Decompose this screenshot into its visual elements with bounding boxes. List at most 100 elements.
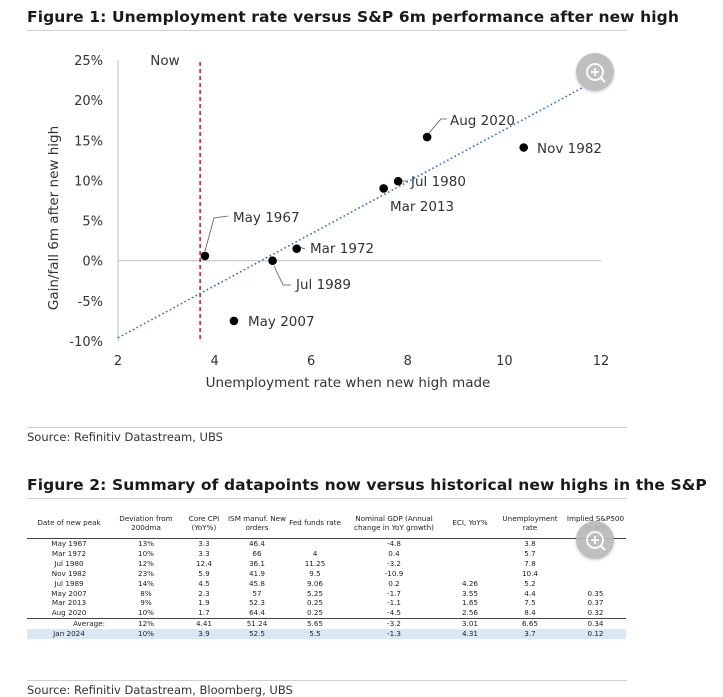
- table-cell: 12%: [138, 558, 154, 568]
- table-cell: 14%: [138, 578, 154, 588]
- table-cell: -1.1: [386, 598, 402, 608]
- table-cell: -4.8: [386, 539, 402, 548]
- table-cell: 51.24: [227, 618, 287, 630]
- table-cell: 11.25: [304, 558, 326, 568]
- table-zoom-button[interactable]: [576, 521, 614, 559]
- table-header-cell: Deviation from 200dma: [111, 508, 181, 539]
- x-axis-label: Unemployment rate when new high made: [206, 375, 491, 391]
- figure2-title: Figure 2: Summary of datapoints now vers…: [27, 476, 707, 494]
- table-cell: May 1967: [51, 539, 87, 548]
- y-tick-label: 25%: [74, 54, 103, 69]
- table-cell: 57: [252, 588, 262, 598]
- table-cell: Jul 1980: [54, 558, 84, 568]
- x-tick-label: 12: [593, 354, 610, 369]
- table-cell: -4.5: [386, 608, 402, 618]
- table-cell: 5.25: [306, 588, 323, 598]
- table-cell: Aug 2020: [51, 608, 87, 618]
- y-tick-label: 15%: [74, 134, 103, 149]
- data-point: [393, 176, 403, 186]
- table-header-row: Date of new peak Deviation from 200dma Cor…: [27, 508, 626, 539]
- zoom-button[interactable]: [576, 53, 614, 91]
- table-cell: 3.3: [198, 548, 210, 558]
- table-cell: 45.8: [248, 578, 265, 588]
- table-cell: 10%: [111, 629, 181, 640]
- table-cell: 23%: [138, 568, 154, 578]
- y-axis-label: Gain/fall 6m after new high: [46, 126, 62, 310]
- table-cell: 0.12: [565, 629, 626, 640]
- table-cell: 0.4: [388, 548, 400, 558]
- table-cell: [445, 569, 495, 579]
- now-label: Now: [150, 53, 179, 69]
- table-cell: 7.8: [524, 558, 536, 568]
- point-label: Aug 2020: [450, 113, 515, 129]
- table-cell: 52.5: [227, 629, 287, 640]
- table-cell: [565, 559, 626, 569]
- data-point: [519, 143, 529, 152]
- table-cell: 5.2: [524, 578, 536, 588]
- now-line: Now: [150, 53, 201, 341]
- table-cell: [565, 579, 626, 589]
- table-cell: 4: [312, 548, 318, 558]
- table-cell: Nov 1982: [51, 568, 87, 578]
- table-cell: 2.56: [461, 608, 478, 618]
- table-cell: 66: [252, 548, 262, 558]
- table-row: May 1967 13% 3.3 46.4 -4.8 3.8: [27, 539, 626, 549]
- y-tick-label: 5%: [82, 215, 103, 230]
- x-tick-label: 6: [307, 354, 315, 369]
- table-cell: Average:: [27, 618, 111, 630]
- table-row: Aug 2020 10% 1.7 64.4 0.25 -4.5 2.56 8.4 0.32: [27, 608, 626, 618]
- table-cell: -1.3: [343, 629, 445, 640]
- scatter-chart: 25% 20% 15% 10% 5% 0% -5% -10% 2 4 6 8 10 12 Now May …: [46, 53, 610, 391]
- table-cell: 7.5: [524, 598, 536, 608]
- table-cell: 3.01: [445, 618, 495, 630]
- table-cell: [287, 539, 343, 549]
- data-point: [268, 256, 277, 266]
- point-label: Jul 1989: [295, 277, 351, 293]
- y-tick-label: -5%: [78, 295, 103, 310]
- figure1-bottom-rule: [27, 427, 627, 428]
- table-cell: 5.5: [287, 629, 343, 640]
- figure2-source: Source: Refinitiv Datastream, Bloomberg,…: [27, 683, 293, 697]
- data-point: [292, 244, 302, 253]
- chart-axes: [117, 60, 601, 341]
- table-cell: -10.9: [384, 568, 404, 578]
- y-tick-label: 20%: [74, 94, 103, 109]
- table-header-cell: Date of new peak: [27, 508, 111, 539]
- table-cell: 2.3: [198, 588, 210, 598]
- table-cell: 3.8: [524, 539, 536, 548]
- table-row: Mar 1972 10% 3.3 66 4 0.4 5.7: [27, 549, 626, 559]
- table-cell: 0.32: [587, 608, 604, 618]
- table-cell: 5.65: [287, 618, 343, 630]
- table-cell: 12.4: [195, 558, 212, 568]
- current-row: Jan 2024 10% 3.9 52.5 5.5 -1.3 4.31 3.7 0.12: [27, 629, 626, 640]
- table-cell: 6.65: [495, 618, 565, 630]
- table-cell: 13%: [138, 539, 154, 548]
- table-cell: 0.25: [306, 598, 323, 608]
- table-cell: -1.7: [386, 588, 402, 598]
- figure2-bottom-rule: [27, 680, 627, 681]
- zoom-in-icon: [586, 63, 606, 83]
- table-cell: 4.26: [461, 578, 478, 588]
- table-header-cell: Unemployment rate: [495, 508, 565, 539]
- table-cell: 12%: [111, 618, 181, 630]
- table-cell: 8%: [140, 588, 152, 598]
- table-row: Mar 2013 9% 1.9 52.3 0.25 -1.1 1.65 7.5 0.37: [27, 598, 626, 608]
- table-header-cell: Core CPI (YoY%): [181, 508, 227, 539]
- table-row: Jul 1989 14% 4.5 45.8 9.06 0.2 4.26 5.2: [27, 579, 626, 589]
- table-cell: 10%: [138, 608, 154, 618]
- table-header-cell: ECI, YoY%: [445, 508, 495, 539]
- table-cell: 3.3: [198, 539, 210, 548]
- average-row: Average: 12% 4.41 51.24 5.65 -3.2 3.01 6.65 0.34: [27, 618, 626, 630]
- table-header-cell: Fed funds rate: [287, 508, 343, 539]
- table-header-cell: ISM manuf. New orders: [227, 508, 287, 539]
- table-cell: 41.9: [248, 568, 265, 578]
- table-cell: 46.4: [248, 539, 265, 548]
- y-tick-label: -10%: [69, 335, 103, 350]
- table-cell: 5.7: [524, 548, 536, 558]
- table-cell: 1.9: [198, 598, 210, 608]
- point-leader-line: [428, 118, 447, 134]
- table-cell: 36.1: [248, 558, 265, 568]
- table-cell: 0.35: [587, 588, 604, 598]
- point-label: Mar 1972: [310, 241, 374, 257]
- table-cell: -3.2: [343, 618, 445, 630]
